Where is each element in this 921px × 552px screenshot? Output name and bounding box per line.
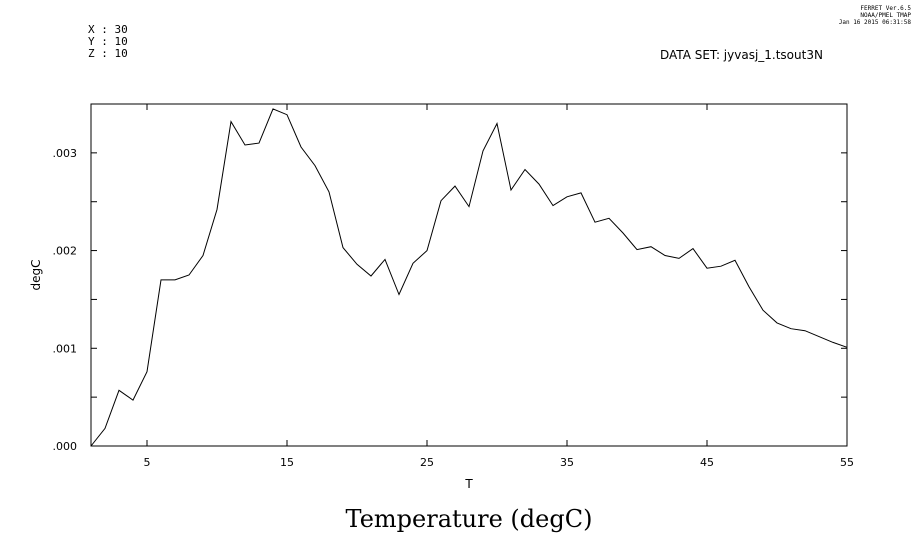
x-tick-label: 55 [840, 456, 854, 469]
axis-tick-labels: 5 15 25 35 45 55 .000 .001 .002 .003 [53, 147, 855, 469]
stamp-version: FERRET Ver.6.5 [860, 5, 911, 12]
coord-x: X : 30 [88, 23, 128, 36]
x-tick-label: 35 [560, 456, 574, 469]
axis-ticks [91, 103, 848, 447]
y-tick-label: .001 [53, 342, 78, 355]
y-tick-label: .003 [53, 147, 78, 160]
x-tick-label: 45 [700, 456, 714, 469]
stamp-date: Jan 16 2015 06:31:58 [838, 19, 911, 26]
ferret-version-stamp: FERRET Ver.6.5 NOAA/PMEL TMAP Jan 16 201… [839, 5, 911, 26]
plot-frame [90, 103, 848, 447]
y-tick-label: .000 [53, 440, 78, 453]
x-tick-label: 25 [420, 456, 434, 469]
stamp-org: NOAA/PMEL TMAP [860, 12, 911, 19]
x-tick-label: 5 [144, 456, 151, 469]
chart-title: Temperature (degC) [346, 505, 593, 533]
x-axis-label: T [464, 477, 473, 491]
dataset-label: DATA SET: jyvasj_1.tsout3N [660, 48, 823, 62]
coordinate-readout: X : 30 Y : 10 Z : 10 [88, 24, 128, 60]
coord-z: Z : 10 [88, 47, 128, 60]
x-tick-label: 15 [280, 456, 294, 469]
coord-y: Y : 10 [88, 35, 128, 48]
y-axis-label: degC [29, 260, 43, 291]
series-group [90, 108, 848, 447]
series-line [90, 108, 848, 447]
plot-axes [90, 103, 848, 447]
y-tick-label: .002 [53, 245, 78, 258]
